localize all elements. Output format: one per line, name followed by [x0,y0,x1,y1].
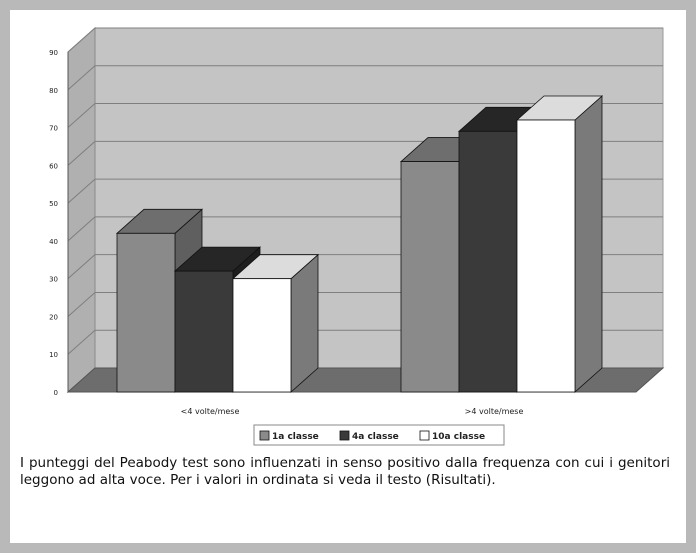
gridline-side [67,178,96,204]
y-tick-label: 90 [49,49,58,57]
gridline-side [67,216,96,242]
bar [400,161,460,393]
legend-swatch [339,430,350,441]
legend-label: 10a classe [432,432,485,442]
bar [232,278,292,393]
bar [174,270,234,393]
left-wall [67,26,96,394]
y-tick-label: 20 [49,313,58,321]
x-tick-label: >4 volte/mese [465,407,524,416]
legend-swatch [419,430,430,441]
figure-caption: I punteggi del Peabody test sono influen… [20,455,670,488]
bar [116,232,176,393]
x-tick-label: <4 volte/mese [181,407,240,416]
y-tick-label: 60 [49,162,58,170]
legend-box [253,424,505,446]
bar [458,130,518,393]
bar-side [574,95,603,393]
gridline-side [67,103,96,128]
y-tick-label: 50 [49,200,58,208]
y-tick-label: 70 [49,125,58,133]
bar [516,119,576,393]
gridline-side [67,27,96,53]
legend-label: 4a classe [352,432,399,442]
gridline-side [67,65,96,91]
y-tick-label: 40 [49,238,58,246]
y-tick-label: 0 [54,389,58,397]
y-tick-label: 30 [49,276,58,284]
y-tick-label: 10 [49,351,58,359]
gridline-side [67,254,96,280]
legend-swatch [259,430,270,441]
y-tick-label: 80 [49,87,58,95]
gridline-side [67,292,96,317]
gridline-side [67,140,96,166]
legend-label: 1a classe [272,432,319,442]
gridline-side [67,329,96,355]
